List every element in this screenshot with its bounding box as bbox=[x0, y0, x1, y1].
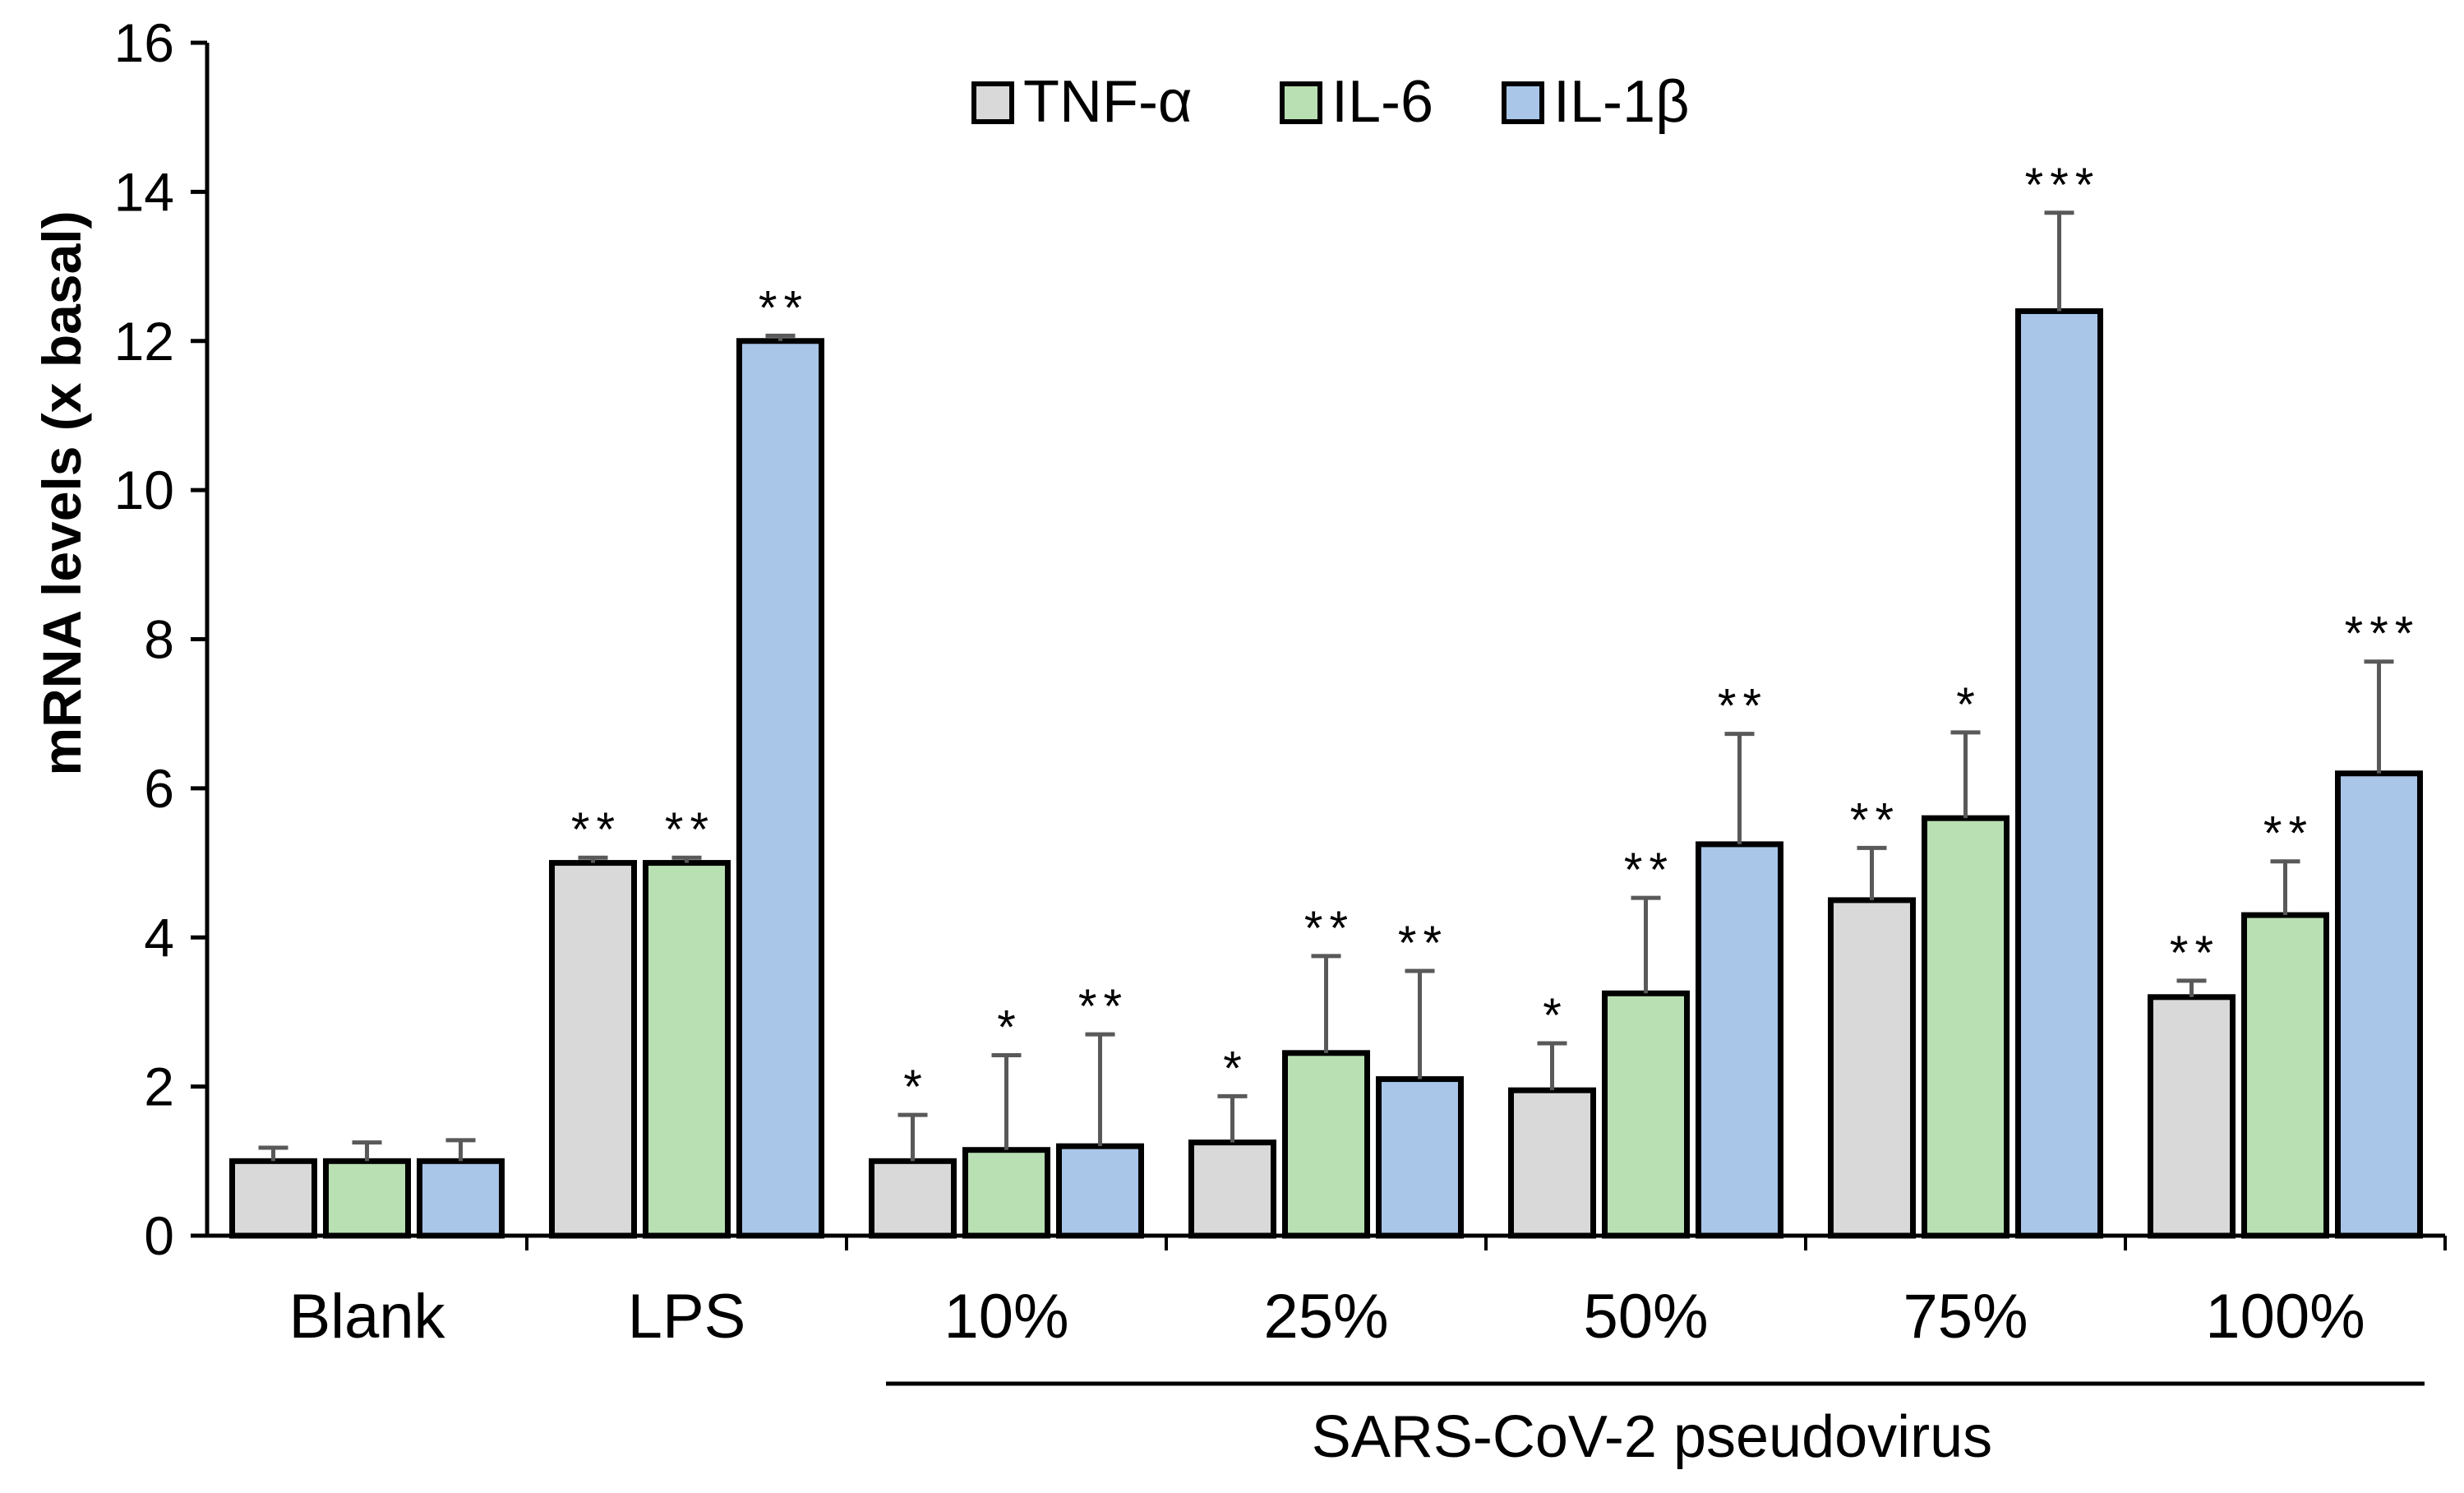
bar bbox=[1696, 841, 1783, 1239]
significance-marker: ** bbox=[1624, 844, 1674, 897]
significance-marker: ** bbox=[1850, 793, 1900, 847]
y-tick-label: 16 bbox=[114, 12, 174, 73]
y-tick-label: 4 bbox=[144, 907, 174, 968]
bar bbox=[323, 1158, 411, 1239]
significance-marker: ** bbox=[1304, 902, 1354, 955]
y-tick-label: 14 bbox=[114, 161, 174, 222]
bar bbox=[1188, 1139, 1276, 1239]
significance-marker: ** bbox=[759, 281, 809, 335]
x-tick-label: Blank bbox=[288, 1282, 445, 1352]
significance-marker: ** bbox=[665, 803, 715, 857]
significance-marker: ** bbox=[2170, 927, 2220, 980]
y-tick-label: 10 bbox=[114, 460, 174, 520]
bar bbox=[1922, 815, 2009, 1239]
legend-swatch bbox=[1502, 81, 1544, 124]
y-axis: 0 2 4 6 8 10 12 14 16 bbox=[114, 12, 210, 1266]
y-tick-label: 6 bbox=[144, 758, 174, 819]
significance-marker: * bbox=[1223, 1042, 1248, 1095]
legend-label: TNF-α bbox=[1023, 69, 1193, 135]
bar bbox=[1828, 897, 1916, 1239]
bar bbox=[2015, 307, 2103, 1239]
bar bbox=[962, 1147, 1050, 1239]
y-tick-label: 2 bbox=[144, 1056, 174, 1117]
significance-marker: ** bbox=[2263, 807, 2314, 861]
bar bbox=[736, 338, 824, 1239]
x-tick-label: 10% bbox=[944, 1282, 1068, 1352]
bar bbox=[2148, 994, 2236, 1239]
x-tick-label: 100% bbox=[2205, 1282, 2365, 1352]
x-tick-label: 25% bbox=[1263, 1282, 1388, 1352]
bar bbox=[1056, 1143, 1144, 1239]
x-tick-label: 50% bbox=[1583, 1282, 1708, 1352]
significance-markers: ** ****** ***** ******************** bbox=[571, 159, 2420, 1114]
bar bbox=[1376, 1076, 1464, 1239]
y-tick-label: 0 bbox=[144, 1205, 174, 1266]
y-axis-label: mRNA levels (x basal) bbox=[31, 210, 92, 775]
bar bbox=[869, 1158, 957, 1239]
error-bars bbox=[258, 210, 2394, 1162]
bar bbox=[229, 1158, 317, 1239]
bar bbox=[1282, 1050, 1370, 1239]
significance-marker: * bbox=[1956, 678, 1982, 732]
y-tick-label: 12 bbox=[114, 311, 174, 372]
significance-marker: ** bbox=[571, 803, 621, 857]
legend: TNF-α IL-6 IL-1β bbox=[971, 69, 1689, 135]
significance-marker: ** bbox=[1398, 917, 1448, 970]
x-tick-label: 75% bbox=[1903, 1282, 2028, 1352]
bar bbox=[1602, 990, 1690, 1239]
group-label: SARS-CoV-2 pseudovirus bbox=[1312, 1404, 1992, 1470]
bar bbox=[643, 860, 731, 1239]
legend-swatch bbox=[1280, 81, 1322, 124]
significance-marker: * bbox=[903, 1061, 929, 1114]
bar bbox=[1508, 1087, 1596, 1239]
bar bbox=[417, 1158, 505, 1239]
x-axis: Blank LPS 10% 25% 50% 75% 100% bbox=[207, 1233, 2447, 1352]
legend-swatch bbox=[971, 81, 1014, 124]
significance-marker: *** bbox=[2345, 608, 2420, 661]
significance-marker: *** bbox=[2025, 159, 2101, 212]
x-tick-label: LPS bbox=[628, 1282, 746, 1352]
significance-marker: * bbox=[997, 1001, 1022, 1055]
significance-marker: * bbox=[1543, 989, 1568, 1042]
bars bbox=[229, 307, 2423, 1239]
bar bbox=[549, 860, 637, 1239]
significance-marker: ** bbox=[1718, 680, 1768, 733]
bar bbox=[2241, 912, 2329, 1239]
significance-marker: ** bbox=[1078, 980, 1128, 1033]
y-tick-label: 8 bbox=[144, 609, 174, 670]
legend-label: IL-1β bbox=[1553, 69, 1689, 135]
legend-label: IL-6 bbox=[1331, 69, 1433, 135]
bar bbox=[2335, 770, 2423, 1239]
